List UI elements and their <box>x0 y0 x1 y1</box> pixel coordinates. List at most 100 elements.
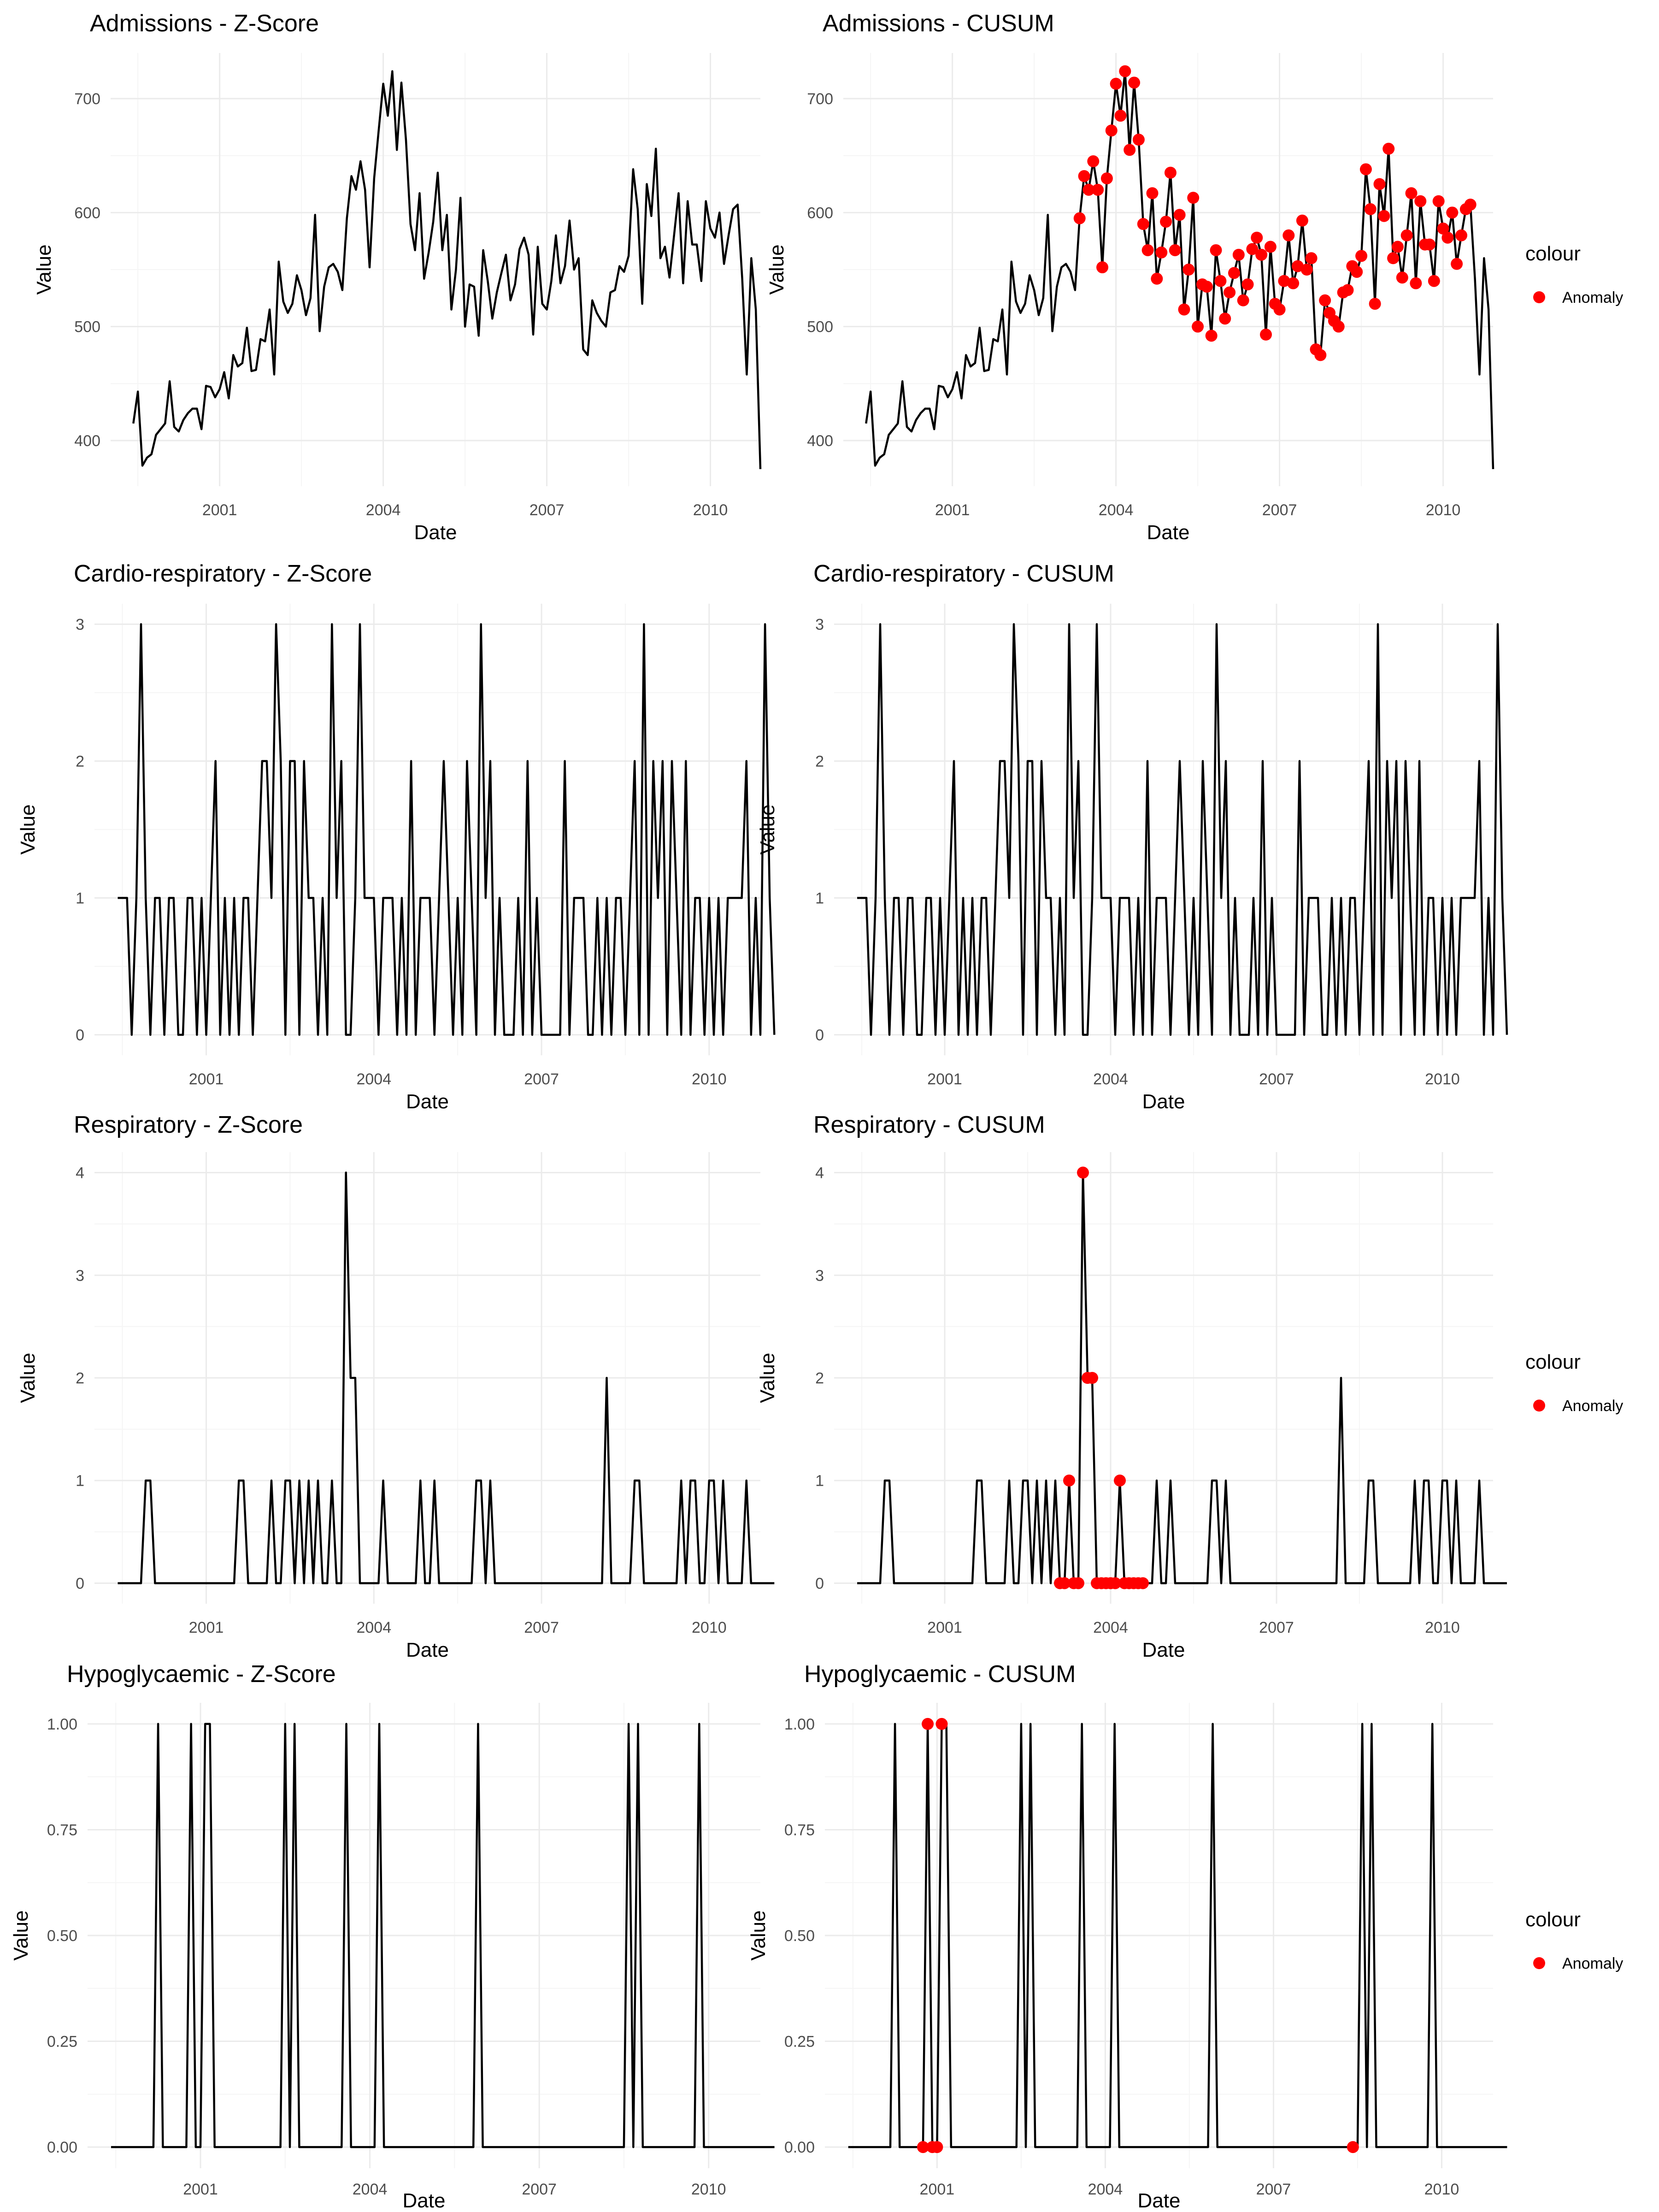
chart-panel-8: 0.00 0.25 0.50 0.75 1.00 2001 2004 2007 2010 Date… <box>747 1661 1623 2212</box>
anomaly-point <box>1414 195 1427 207</box>
anomaly-point <box>1164 166 1177 179</box>
x-tick-label: 2010 <box>691 2181 726 2198</box>
y-tick-label: 2 <box>815 753 824 771</box>
y-tick-label: 0 <box>76 1026 84 1044</box>
anomaly-point <box>1382 142 1395 155</box>
x-tick-label: 2010 <box>1424 2181 1459 2198</box>
chart-panel-2: 400 500 600 700 2001 2004 2007 2010 Date Value Adm… <box>765 10 1623 544</box>
series-line <box>118 1171 775 1584</box>
x-tick-label: 2001 <box>189 1071 224 1088</box>
x-tick-label: 2007 <box>524 1071 559 1088</box>
series-line <box>857 1171 1507 1584</box>
anomaly-point <box>1364 203 1377 215</box>
anomaly-point <box>1160 216 1172 228</box>
anomaly-point <box>1063 1474 1075 1487</box>
y-tick-label: 0.00 <box>47 2139 77 2156</box>
x-axis-title: Date <box>1147 521 1190 544</box>
legend-label: Anomaly <box>1562 289 1623 306</box>
x-tick-label: 2004 <box>1099 501 1134 519</box>
anomaly-point <box>1292 260 1304 272</box>
y-tick-label: 0.25 <box>47 2033 77 2051</box>
anomaly-point <box>1219 312 1231 325</box>
anomaly-point <box>1232 248 1245 261</box>
anomaly-point <box>1192 320 1204 333</box>
legend-title: colour <box>1525 1351 1581 1373</box>
chart-panel-5: 0 1 2 3 4 2001 2004 2007 2010 Date Value Respirator… <box>17 1112 775 1661</box>
x-tick-label: 2001 <box>189 1619 224 1636</box>
x-tick-label: 2007 <box>1259 1619 1294 1636</box>
y-tick-label: 0.50 <box>47 1927 77 1945</box>
y-tick-label: 500 <box>74 318 100 336</box>
anomaly-point <box>1332 320 1345 333</box>
anomaly-point <box>1282 229 1295 241</box>
panel-title: Admissions - CUSUM <box>823 10 1054 37</box>
y-axis-title: Value <box>765 244 788 294</box>
y-axis-title: Value <box>756 804 779 854</box>
anomaly-point <box>1114 1474 1126 1487</box>
anomaly-point <box>1387 252 1400 265</box>
chart-panel-7: 0.00 0.25 0.50 0.75 1.00 2001 2004 2007 2010 Date… <box>10 1661 775 2212</box>
x-tick-label: 2004 <box>1093 1619 1128 1636</box>
anomaly-point <box>1137 1577 1149 1589</box>
y-tick-label: 400 <box>74 432 100 450</box>
x-tick-label: 2010 <box>692 1071 727 1088</box>
x-axis-title: Date <box>1142 1639 1185 1661</box>
y-axis-title: Value <box>17 804 39 854</box>
chart-panel-4: 0 1 2 3 2001 2004 2007 2010 Date Value Cardio-resp… <box>756 560 1508 1113</box>
y-tick-label: 1 <box>76 1472 84 1490</box>
anomaly-point <box>1464 199 1477 211</box>
anomaly-point <box>1359 163 1372 176</box>
x-tick-label: 2007 <box>1259 1071 1294 1088</box>
anomaly-point <box>1151 272 1163 285</box>
y-tick-label: 700 <box>807 90 833 108</box>
y-tick-label: 0 <box>76 1575 84 1592</box>
x-tick-label: 2007 <box>1262 501 1297 519</box>
y-tick-label: 0 <box>815 1575 824 1592</box>
anomaly-point <box>1214 275 1227 287</box>
legend-title: colour <box>1525 1908 1581 1931</box>
anomaly-point <box>1082 183 1095 196</box>
series-line <box>132 70 762 469</box>
anomaly-point <box>1347 2141 1359 2153</box>
anomaly-point <box>931 2141 943 2153</box>
anomaly-point <box>1132 134 1145 146</box>
x-tick-label: 2001 <box>202 501 237 519</box>
anomaly-point <box>1110 77 1122 90</box>
y-tick-label: 0.00 <box>784 2139 815 2156</box>
anomaly-point <box>1300 264 1313 276</box>
series-line <box>865 70 1494 469</box>
series-line <box>118 623 776 1036</box>
x-tick-label: 2001 <box>927 1071 962 1088</box>
y-tick-label: 0.50 <box>784 1927 815 1945</box>
anomaly-point <box>1246 243 1259 255</box>
chart-panel-6: 0 1 2 3 4 2001 2004 2007 2010 Date Value Respirator… <box>756 1112 1623 1661</box>
y-axis-title: Value <box>10 1910 32 1960</box>
anomaly-point <box>1205 329 1218 342</box>
anomaly-point <box>1200 281 1213 293</box>
anomaly-point <box>1096 261 1109 274</box>
anomaly-point <box>1155 246 1168 259</box>
x-tick-label: 2004 <box>353 2181 388 2198</box>
anomaly-point <box>1228 267 1240 279</box>
y-tick-label: 0.75 <box>47 1821 77 1839</box>
anomaly-point <box>1400 229 1413 241</box>
anomaly-point <box>1119 65 1131 77</box>
y-tick-label: 0 <box>815 1026 824 1044</box>
anomaly-point <box>1241 278 1254 291</box>
anomaly-point <box>1073 212 1086 224</box>
y-axis-title: Value <box>756 1353 779 1403</box>
y-axis-title: Value <box>17 1353 39 1403</box>
anomaly-point <box>1251 231 1263 244</box>
x-tick-label: 2004 <box>356 1071 391 1088</box>
anomaly-point <box>1369 298 1381 310</box>
anomaly-point <box>1410 277 1422 289</box>
x-axis-title: Date <box>406 1639 449 1661</box>
anomaly-point <box>1441 231 1454 244</box>
panel-title: Admissions - Z-Score <box>90 10 319 37</box>
y-tick-label: 1 <box>815 1472 824 1490</box>
y-tick-label: 2 <box>815 1370 824 1387</box>
anomaly-point <box>1446 206 1459 219</box>
y-tick-label: 500 <box>807 318 833 336</box>
anomaly-point <box>1141 244 1154 256</box>
x-tick-label: 2010 <box>693 501 728 519</box>
